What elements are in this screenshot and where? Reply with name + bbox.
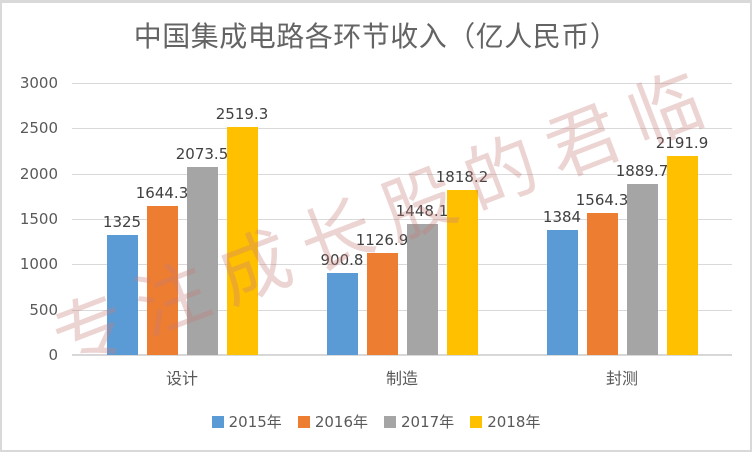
data-label: 1448.1 [395, 201, 449, 220]
gridline [72, 173, 732, 175]
y-tick-label: 1500 [19, 210, 58, 228]
bar-2016年-制造 [366, 252, 398, 355]
legend-swatch-icon [384, 415, 396, 428]
y-tick-label: 0 [48, 346, 58, 364]
gridline [72, 219, 732, 220]
legend: 2015年 2016年 2017年 2018年 [2, 411, 750, 432]
gridline [72, 128, 732, 130]
data-label: 1325 [102, 212, 142, 231]
legend-item-2015年: 2015年 [211, 411, 282, 432]
chart-title: 中国集成电路各环节收入（亿人民币） [133, 20, 619, 53]
legend-label: 2018年 [487, 413, 541, 431]
legend-swatch-icon [297, 415, 310, 428]
data-label: 1564.3 [575, 191, 629, 210]
data-label: 1889.7 [615, 161, 669, 180]
legend-label: 2015年 [228, 413, 282, 431]
bar-2018年-设计 [226, 126, 258, 355]
legend-swatch-icon [470, 415, 483, 428]
legend-swatch-icon [211, 415, 224, 428]
bar-2018年-制造 [446, 190, 478, 355]
data-label: 1126.9 [355, 230, 409, 249]
x-category-label: 封测 [605, 369, 638, 388]
bar-2016年-封测 [586, 213, 618, 355]
bar-2018年-封测 [666, 156, 698, 355]
bar-2015年-制造 [326, 273, 358, 355]
bar-2017年-封测 [626, 183, 658, 355]
data-label: 1644.3 [135, 183, 189, 202]
gridline [72, 355, 732, 356]
legend-label: 2016年 [314, 413, 368, 431]
y-axis: 0 500 1000 1500 2000 2500 3000 [2, 74, 58, 364]
bar-2015年-封测 [546, 229, 578, 355]
x-axis-labels: 设计 制造 封测 [72, 365, 732, 389]
x-category-label: 制造 [385, 369, 418, 388]
legend-label: 2017年 [401, 413, 455, 431]
data-label: 1818.2 [435, 168, 489, 187]
y-tick-label: 1000 [19, 255, 58, 274]
legend-item-2018年: 2018年 [470, 411, 540, 432]
data-label: 2191.9 [655, 134, 709, 153]
y-tick-label: 500 [29, 300, 58, 319]
gridline [72, 309, 732, 311]
legend-item-2016年: 2016年 [297, 411, 368, 432]
bar-2017年-制造 [406, 223, 438, 355]
bar-2017年-设计 [186, 167, 218, 355]
data-label: 2073.5 [175, 145, 229, 163]
plot-area: 1325 1644.3 2073.5 2519.3 900.8 1126.9 1448.1 1… [72, 83, 732, 356]
bar-2015年-设计 [106, 234, 138, 355]
gridline [72, 83, 732, 84]
gridline [72, 264, 732, 266]
legend-item-2017年: 2017年 [384, 411, 454, 432]
y-tick-label: 2000 [19, 164, 58, 183]
bar-2016年-设计 [146, 205, 178, 355]
data-label: 900.8 [320, 251, 364, 270]
data-label: 1384 [542, 207, 582, 226]
y-tick-label: 3000 [19, 74, 58, 92]
data-label: 2519.3 [215, 104, 269, 123]
x-category-label: 设计 [165, 369, 198, 388]
y-tick-label: 2500 [19, 119, 58, 138]
